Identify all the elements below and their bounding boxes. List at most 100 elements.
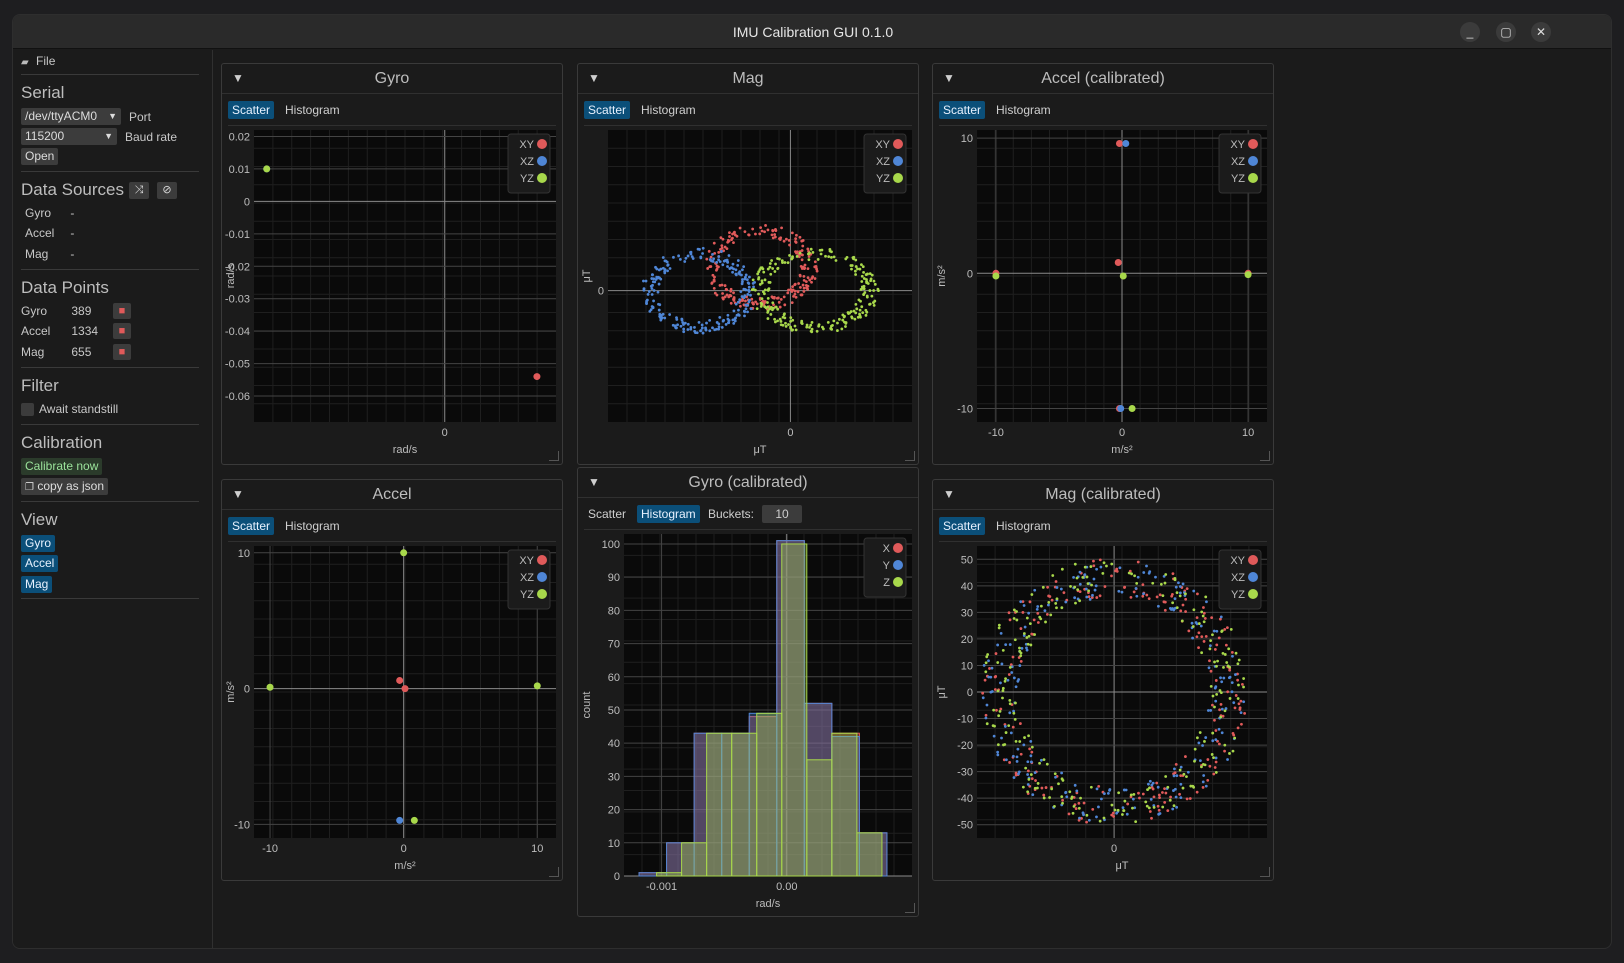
accel-scatter-chart[interactable]: 10 0 -10 -10 0 10 m/s² m/s² XY XZ YZ [222, 542, 562, 872]
data-point [668, 313, 672, 316]
tab-scatter[interactable]: Scatter [228, 517, 275, 535]
port-select[interactable]: /dev/ttyACM0 ▼ [21, 108, 121, 125]
data-point [778, 305, 782, 309]
await-standstill-checkbox[interactable] [21, 403, 34, 416]
collapse-triangle-icon[interactable]: ▼ [588, 475, 600, 489]
data-point [1117, 589, 1121, 593]
tab-scatter[interactable]: Scatter [939, 101, 986, 119]
legend-label: XY [875, 139, 890, 151]
trash-icon[interactable]: ■ [113, 323, 131, 339]
tab-histogram[interactable]: Histogram [637, 505, 700, 523]
tab-histogram[interactable]: Histogram [641, 103, 696, 117]
data-point [756, 272, 760, 276]
tab-scatter[interactable]: Scatter [588, 507, 627, 521]
resize-grip[interactable] [905, 903, 915, 913]
histogram-bar [831, 732, 858, 877]
shuffle-icon[interactable]: ⤨ [129, 182, 149, 199]
data-point [766, 228, 770, 232]
data-point [1123, 586, 1126, 589]
mag-calibrated-scatter-chart[interactable]: 50 40 30 20 10 0 -10 -20 -30 -40 -50 0 μT μT XY XZ YZ [933, 542, 1273, 872]
open-button[interactable]: Open [21, 148, 59, 165]
tab-histogram[interactable]: Histogram [285, 103, 340, 117]
data-point [734, 302, 738, 306]
data-point [1200, 635, 1204, 639]
collapse-triangle-icon[interactable]: ▼ [943, 71, 955, 85]
data-point [807, 255, 811, 258]
data-point [843, 314, 846, 318]
data-point [759, 226, 762, 230]
tab-scatter[interactable]: Scatter [584, 101, 631, 119]
data-point [1009, 663, 1013, 666]
source-label: Accel [25, 226, 55, 240]
panel-header[interactable]: ▼ Mag [578, 64, 918, 94]
block-icon[interactable]: ⊘ [157, 182, 177, 199]
tab-histogram[interactable]: Histogram [996, 519, 1051, 533]
data-point [1080, 816, 1083, 820]
y-axis-label: count [581, 692, 593, 719]
collapse-triangle-icon[interactable]: ▼ [232, 487, 244, 501]
panel-header[interactable]: ▼ Gyro (calibrated) [578, 468, 918, 498]
collapse-triangle-icon[interactable]: ▼ [943, 487, 955, 501]
data-point [1019, 752, 1023, 756]
trash-icon[interactable]: ■ [113, 344, 131, 360]
maximize-button[interactable]: ▢ [1496, 22, 1516, 42]
data-point [786, 291, 790, 295]
resize-grip[interactable] [1260, 451, 1270, 461]
data-point [1113, 808, 1117, 812]
panel-header[interactable]: ▼ Gyro [222, 64, 562, 94]
data-point [1046, 585, 1049, 589]
data-point [1214, 771, 1218, 774]
data-point [1163, 787, 1166, 791]
baud-rate-select[interactable]: 115200 ▼ [21, 128, 117, 145]
buckets-input[interactable]: 10 [762, 505, 802, 523]
resize-grip[interactable] [549, 451, 559, 461]
data-point [1173, 578, 1177, 582]
accel-calibrated-scatter-chart[interactable]: 10 0 -10 -10 0 10 m/s² m/s² XY XZ YZ [933, 126, 1273, 456]
panel-header[interactable]: ▼ Accel (calibrated) [933, 64, 1273, 94]
tab-scatter[interactable]: Scatter [939, 517, 986, 535]
data-point [1133, 574, 1137, 578]
tab-histogram[interactable]: Histogram [285, 519, 340, 533]
data-point [708, 329, 712, 333]
panel-header[interactable]: ▼ Accel [222, 480, 562, 510]
data-point [736, 300, 740, 304]
data-point [1186, 770, 1190, 774]
legend-swatch [537, 156, 547, 166]
collapse-triangle-icon[interactable]: ▼ [588, 71, 600, 85]
resize-grip[interactable] [549, 867, 559, 877]
data-point [1207, 666, 1211, 670]
copy-as-json-button[interactable]: ❐ copy as json [21, 478, 109, 495]
resize-grip[interactable] [1260, 867, 1270, 877]
resize-grip[interactable] [905, 451, 915, 461]
trash-icon[interactable]: ■ [113, 303, 131, 319]
data-point [1026, 769, 1030, 773]
data-point [738, 272, 742, 276]
view-toggle-mag[interactable]: Mag [21, 576, 53, 593]
close-button[interactable]: ✕ [1531, 22, 1551, 42]
view-toggle-gyro[interactable]: Gyro [21, 535, 56, 552]
file-menu[interactable]: ▰ File [21, 54, 55, 68]
calibrate-now-button[interactable]: Calibrate now [21, 458, 103, 475]
panel-header[interactable]: ▼ Mag (calibrated) [933, 480, 1273, 510]
data-point [1150, 816, 1153, 820]
data-point [1208, 647, 1212, 651]
data-point [836, 329, 839, 332]
data-point [701, 246, 705, 250]
tab-scatter[interactable]: Scatter [228, 101, 275, 119]
data-point [782, 295, 786, 299]
tab-histogram[interactable]: Histogram [996, 103, 1051, 117]
data-point [1007, 673, 1011, 676]
data-point [1231, 654, 1234, 658]
data-point [705, 321, 708, 325]
data-point [1192, 608, 1196, 612]
data-point [725, 247, 729, 251]
mag-scatter-chart[interactable]: 0 0 μT μT XY XZ YZ [578, 126, 918, 456]
data-point [654, 265, 657, 269]
collapse-triangle-icon[interactable]: ▼ [232, 71, 244, 85]
data-point [1077, 801, 1081, 805]
data-point [771, 301, 775, 305]
view-toggle-accel[interactable]: Accel [21, 555, 59, 572]
gyro-scatter-chart[interactable]: 0.02 0.01 0 -0.01 -0.02 -0.03 -0.04 -0.05 -0.06 0… [222, 126, 562, 456]
minimize-button[interactable]: _ [1460, 22, 1480, 42]
